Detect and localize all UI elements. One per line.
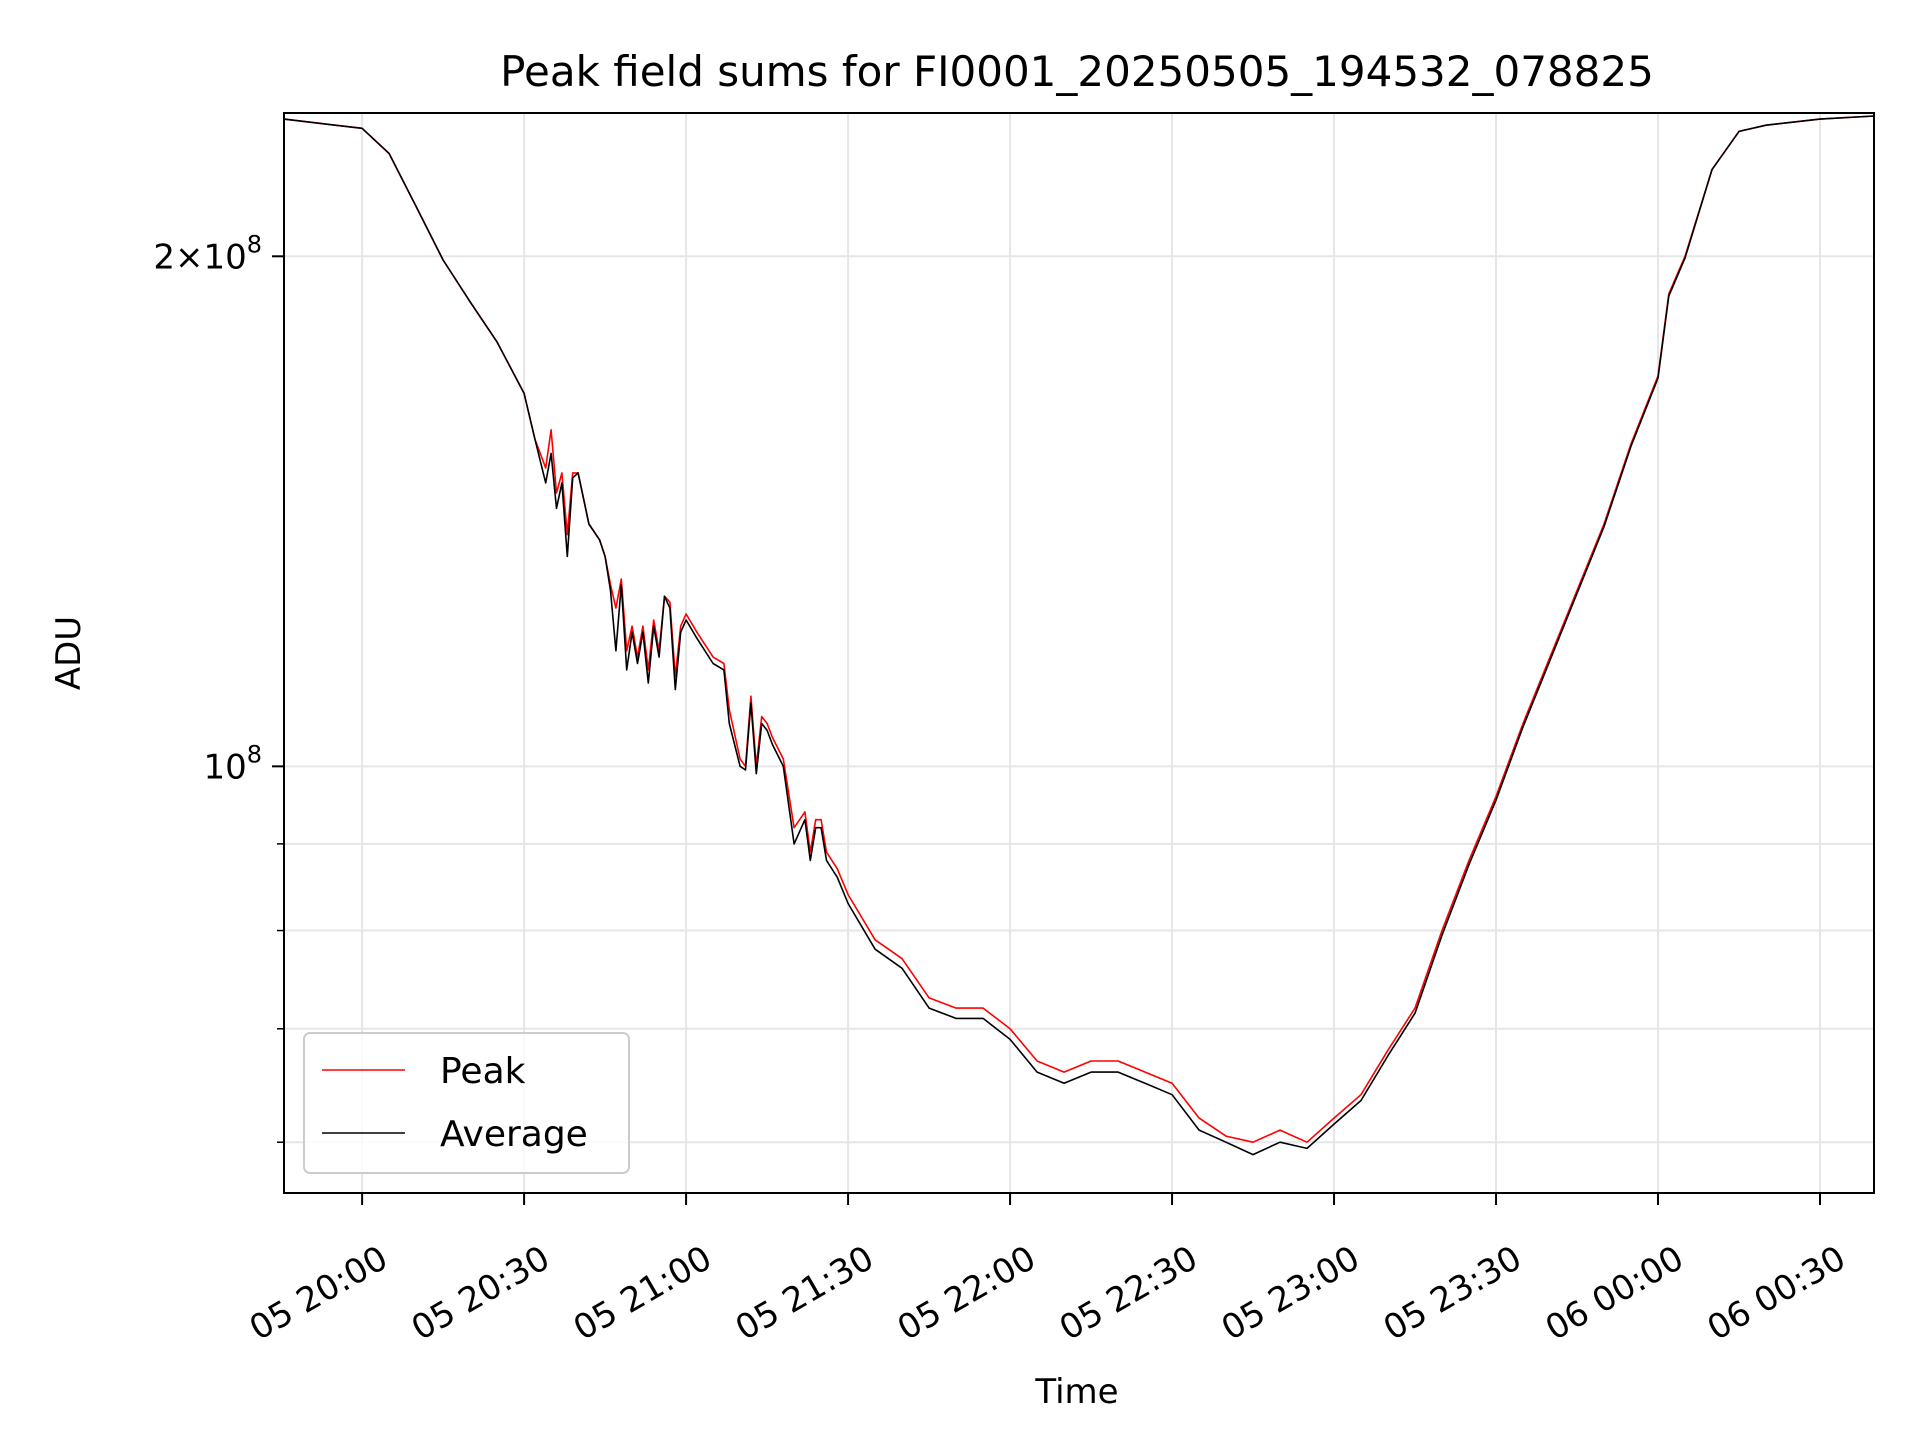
y-tick-label: 2×108: [153, 230, 262, 277]
legend-label-average: Average: [440, 1114, 588, 1155]
series-lines: [283, 115, 1875, 1156]
chart-title: Peak field sums for FI0001_20250505_1945…: [500, 47, 1654, 96]
series-line-peak: [283, 115, 1875, 1143]
x-axis-label: Time: [1034, 1372, 1118, 1412]
legend: Peak Average: [303, 1032, 630, 1174]
grid: [284, 113, 1874, 1193]
legend-label-peak: Peak: [440, 1051, 526, 1092]
legend-box: [303, 1032, 630, 1174]
y-axis-label: ADU: [49, 616, 89, 690]
plot-frame: [283, 112, 1875, 1194]
series-line-average: [283, 115, 1875, 1156]
